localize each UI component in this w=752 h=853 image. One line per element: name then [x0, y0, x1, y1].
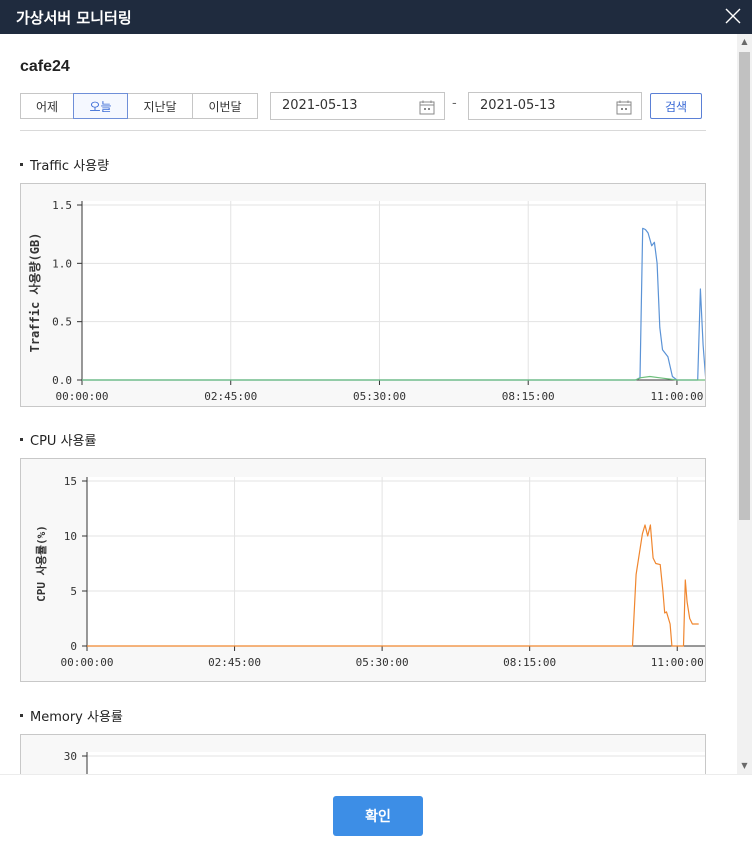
period-last-month-button[interactable]: 지난달: [127, 93, 193, 119]
date-from-value: 2021-05-13: [282, 98, 358, 113]
calendar-icon[interactable]: [419, 99, 435, 115]
y-tick-label: 10: [64, 530, 77, 543]
cpu-section-title: CPU 사용률: [20, 430, 96, 449]
x-tick-label: 11:00:00: [651, 656, 704, 669]
x-tick-label: 05:30:00: [356, 656, 409, 669]
close-icon[interactable]: [722, 5, 744, 27]
date-separator: -: [452, 96, 457, 111]
y-tick-label: 1.0: [52, 257, 72, 270]
date-to-value: 2021-05-13: [480, 98, 556, 113]
y-axis-label: CPU 사용률(%): [34, 525, 48, 602]
dialog-content: cafe24 어제 오늘 지난달 이번달 2021-05-13 - 2021-0…: [0, 34, 736, 774]
window-title: 가상서버 모니터링: [16, 8, 132, 27]
server-name: cafe24: [20, 58, 70, 75]
x-tick-label: 08:15:00: [503, 656, 556, 669]
calendar-icon[interactable]: [616, 99, 632, 115]
traffic-chart-svg: 0.0 0.5 1.0 1.5 00:00:00 02:45:00 05:30:00 08:1…: [27, 199, 705, 403]
scroll-down-icon[interactable]: ▼: [741, 761, 748, 770]
y-tick-label: 5: [70, 585, 77, 598]
date-to-field[interactable]: 2021-05-13: [468, 92, 642, 120]
dialog-footer: 확인: [0, 774, 752, 853]
traffic-section-label: Traffic 사용량: [30, 159, 110, 174]
scrollbar-thumb[interactable]: [739, 52, 750, 520]
memory-chart: 30: [20, 734, 706, 774]
series-line-traffic-1: [82, 227, 705, 381]
y-tick-label: 0.0: [52, 374, 72, 387]
memory-section-title: Memory 사용률: [20, 706, 123, 725]
search-button[interactable]: 검색: [650, 93, 702, 119]
x-tick-label: 08:15:00: [502, 390, 555, 403]
period-yesterday-button[interactable]: 어제: [20, 93, 74, 119]
y-tick-label: 1.5: [52, 199, 72, 212]
period-this-month-button[interactable]: 이번달: [192, 93, 258, 119]
series-line-cpu: [87, 524, 699, 647]
divider: [20, 130, 706, 131]
y-tick-label: 0: [70, 640, 77, 653]
window-titlebar: 가상서버 모니터링: [0, 0, 752, 34]
traffic-chart: 0.0 0.5 1.0 1.5 00:00:00 02:45:00 05:30:00 08:1…: [20, 183, 706, 407]
x-tick-label: 00:00:00: [56, 390, 109, 403]
plot-area: [87, 477, 705, 646]
y-tick-label: 30: [64, 750, 77, 763]
y-axis-label: Traffic 사용량(GB): [27, 233, 42, 353]
series-line-traffic-2: [82, 375, 705, 381]
traffic-section-title: Traffic 사용량: [20, 155, 109, 174]
cpu-chart: 0 5 10 15 00:00:00 02:45:00 05:30:00 08:15:00 11…: [20, 458, 706, 682]
y-tick-label: 0.5: [52, 316, 72, 329]
plot-area: [82, 201, 705, 380]
memory-section-label: Memory 사용률: [30, 710, 123, 725]
cpu-section-label: CPU 사용률: [30, 434, 97, 449]
y-tick-label: 15: [64, 475, 77, 488]
vertical-scrollbar[interactable]: ▲ ▼: [737, 34, 752, 774]
x-tick-label: 02:45:00: [204, 390, 257, 403]
bullet-icon: [20, 163, 23, 166]
x-tick-label: 11:00:00: [650, 390, 703, 403]
confirm-button[interactable]: 확인: [333, 796, 423, 836]
cpu-chart-svg: 0 5 10 15 00:00:00 02:45:00 05:30:00 08:15:00 11…: [34, 475, 705, 669]
period-today-button[interactable]: 오늘: [73, 93, 128, 119]
scroll-up-icon[interactable]: ▲: [741, 37, 748, 46]
plot-area: [87, 752, 705, 774]
x-tick-label: 00:00:00: [61, 656, 114, 669]
memory-chart-svg: 30: [64, 750, 705, 774]
bullet-icon: [20, 714, 23, 717]
x-tick-label: 05:30:00: [353, 390, 406, 403]
bullet-icon: [20, 438, 23, 441]
period-button-group: 어제 오늘 지난달 이번달: [20, 93, 258, 119]
x-tick-label: 02:45:00: [208, 656, 261, 669]
date-from-field[interactable]: 2021-05-13: [270, 92, 445, 120]
